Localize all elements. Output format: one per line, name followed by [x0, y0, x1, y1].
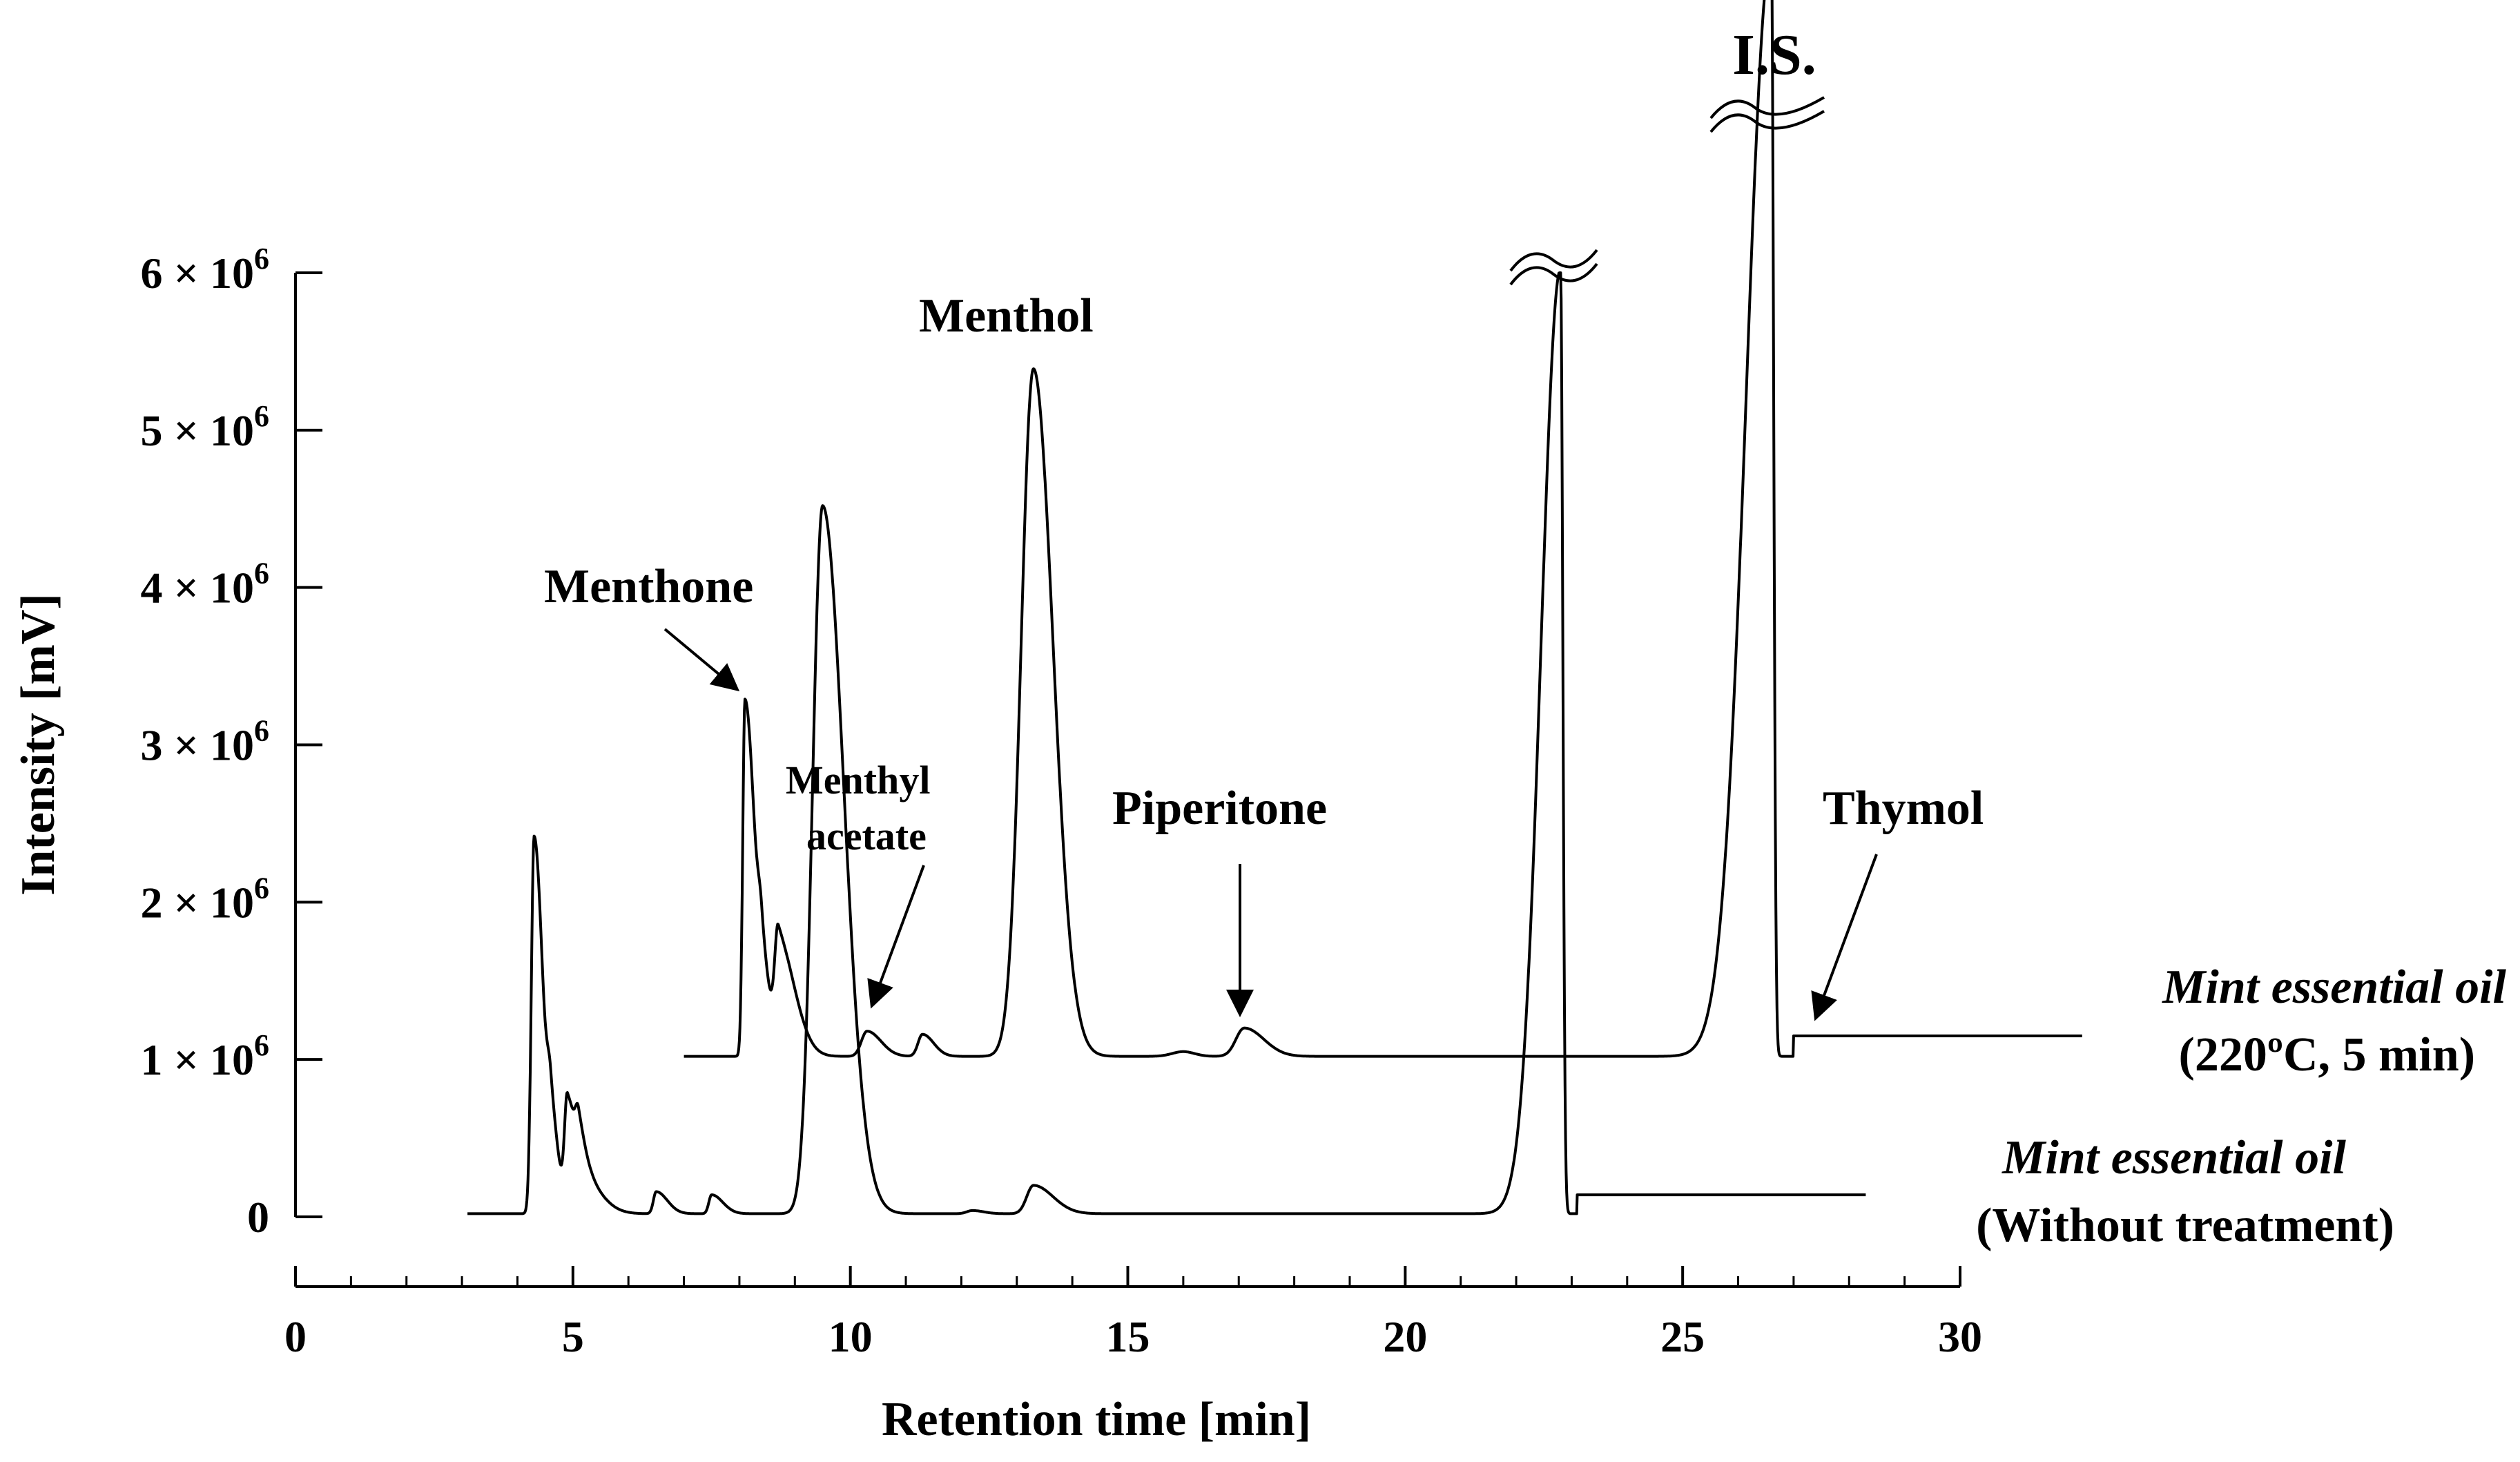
y-tick-label: 2 × 106 [141, 871, 269, 927]
y-tick-label: 1 × 106 [141, 1028, 269, 1084]
trace-series-1 [683, 0, 2083, 1058]
trace-series-0 [466, 271, 1867, 1215]
x-tick-label: 0 [284, 1312, 307, 1361]
series-label-untreated-condition: (Without treatment) [1976, 1199, 2394, 1252]
series-label-heated-condition: (220ºC, 5 min) [2179, 1028, 2475, 1081]
x-tick-label: 10 [828, 1312, 873, 1361]
annotation-thymol: Thymol [1823, 782, 1984, 835]
y-ticks: 0 1 × 106 2 × 106 3 × 106 4 × 106 5 × 106 6 × … [141, 242, 322, 1242]
peak-annotations: Menthone Menthyl acetate Menthol Piperit… [544, 23, 1984, 1021]
axes: 0 5 10 15 20 25 30 0 1 × 106 2 × 106 3 × 106 4 × 1… [141, 242, 1982, 1361]
y-tick-label: 0 [247, 1193, 269, 1242]
y-tick-label: 5 × 106 [141, 399, 269, 455]
x-tick-label: 5 [562, 1312, 584, 1361]
x-tick-label: 30 [1938, 1312, 1982, 1361]
x-tick-label: 15 [1106, 1312, 1150, 1361]
break-mark-22-8 [1509, 262, 1598, 286]
x-tick-label: 20 [1383, 1312, 1427, 1361]
series-label-heated-name: Mint essential oil [2162, 961, 2506, 1014]
break-mark-22-8-upper [1509, 249, 1598, 272]
annotation-internal-standard: I.S. [1732, 23, 1816, 87]
x-tick-label: 25 [1660, 1312, 1705, 1361]
arrow-menthone [663, 628, 740, 692]
y-tick-label: 4 × 106 [141, 557, 269, 613]
annotation-acetate: acetate [806, 814, 927, 858]
annotation-menthol: Menthol [919, 289, 1094, 343]
annotation-menthyl: Menthyl [786, 758, 930, 802]
y-axis-title: Intensity [mV] [12, 593, 65, 895]
y-tick-label: 6 × 106 [141, 242, 269, 298]
x-ticks: 0 5 10 15 20 25 30 [284, 1266, 1982, 1361]
annotation-piperitone: Piperitone [1112, 782, 1327, 835]
axis-break-marks [1509, 96, 1825, 286]
series-labels: Mint essential oil (220ºC, 5 min) Mint e… [1976, 961, 2506, 1252]
annotation-menthone: Menthone [544, 560, 753, 613]
break-mark-26-6 [1709, 110, 1825, 133]
arrow-thymol [1811, 854, 1878, 1021]
x-axis-title: Retention time [min] [882, 1393, 1311, 1446]
arrow-menthyl-acetate [867, 865, 925, 1009]
y-tick-label: 3 × 106 [141, 714, 269, 770]
break-mark-26-6-upper [1709, 96, 1825, 119]
traces [466, 0, 2083, 1215]
series-label-untreated-name: Mint essential oil [2002, 1131, 2346, 1184]
